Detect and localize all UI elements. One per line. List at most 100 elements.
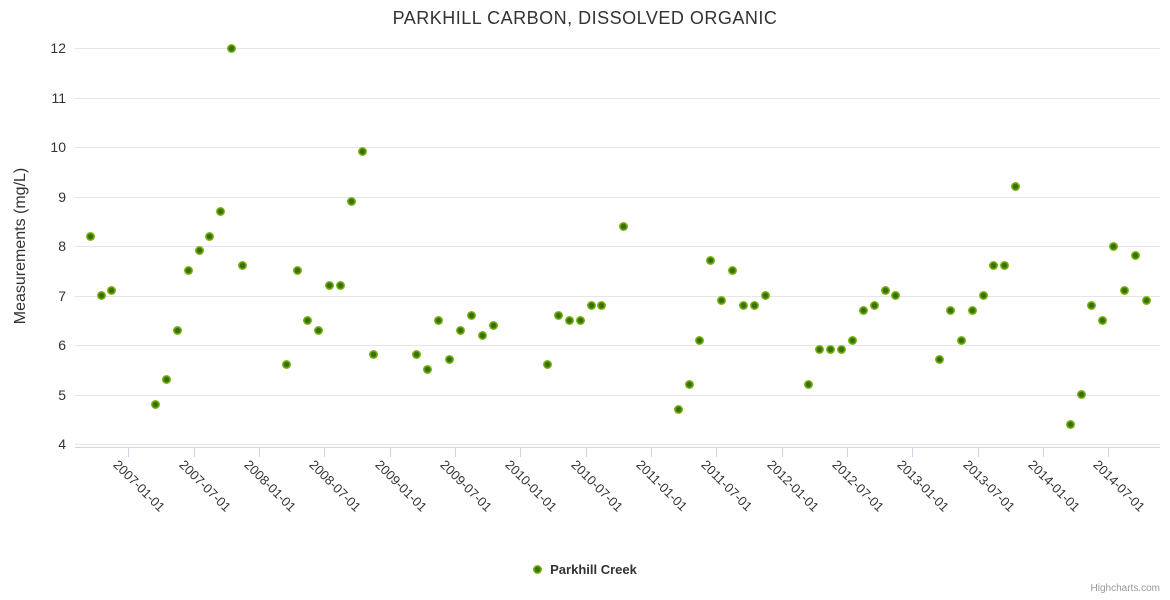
data-point[interactable] xyxy=(445,355,455,365)
data-point[interactable] xyxy=(858,305,868,315)
x-axis-tick-label: 2011-07-01 xyxy=(698,457,756,514)
data-point[interactable] xyxy=(1131,251,1141,261)
x-axis-tick xyxy=(454,447,456,457)
legend-series-label: Parkhill Creek xyxy=(550,562,637,577)
x-axis-tick-label: 2012-07-01 xyxy=(829,457,888,515)
data-point[interactable] xyxy=(368,350,378,360)
data-point[interactable] xyxy=(880,286,890,296)
highcharts-credits-link[interactable]: Highcharts.com xyxy=(1090,583,1160,594)
x-axis-tick-label: 2014-07-01 xyxy=(1090,457,1149,515)
data-point[interactable] xyxy=(1065,419,1075,429)
data-point[interactable] xyxy=(891,291,901,300)
data-point[interactable] xyxy=(978,291,988,300)
data-point[interactable] xyxy=(847,335,857,345)
data-point[interactable] xyxy=(477,330,487,340)
data-point[interactable] xyxy=(357,147,367,157)
data-point[interactable] xyxy=(804,380,814,390)
y-gridline xyxy=(75,444,1160,445)
data-point[interactable] xyxy=(1011,182,1021,192)
data-point[interactable] xyxy=(945,305,955,315)
y-gridline xyxy=(75,295,1160,297)
data-point[interactable] xyxy=(205,231,215,241)
data-point[interactable] xyxy=(85,231,95,241)
data-point[interactable] xyxy=(194,246,204,256)
x-axis-tick xyxy=(977,447,979,457)
data-point[interactable] xyxy=(575,315,585,325)
data-point[interactable] xyxy=(466,310,476,320)
data-point[interactable] xyxy=(281,360,291,370)
data-point[interactable] xyxy=(967,305,977,315)
data-point[interactable] xyxy=(684,380,694,390)
y-gridline xyxy=(75,394,1160,396)
data-point[interactable] xyxy=(869,300,879,310)
data-point[interactable] xyxy=(347,196,357,206)
y-axis-tick-label: 4 xyxy=(58,436,66,452)
data-point[interactable] xyxy=(564,315,574,325)
data-point[interactable] xyxy=(325,281,335,291)
data-point[interactable] xyxy=(1120,286,1130,296)
data-point[interactable] xyxy=(336,281,346,291)
legend-item[interactable]: Parkhill Creek xyxy=(0,562,1170,577)
data-point[interactable] xyxy=(292,266,302,276)
data-point[interactable] xyxy=(815,345,825,355)
data-point[interactable] xyxy=(837,345,847,355)
x-axis-tick-label: 2007-07-01 xyxy=(176,457,234,515)
x-axis-tick xyxy=(324,447,326,457)
data-point[interactable] xyxy=(935,355,945,365)
x-axis-tick-label: 2007-01-01 xyxy=(110,457,169,515)
data-point[interactable] xyxy=(673,404,683,414)
data-point[interactable] xyxy=(151,399,161,409)
data-point[interactable] xyxy=(553,310,563,320)
x-axis-tick xyxy=(912,447,914,457)
data-point[interactable] xyxy=(1087,300,1097,310)
data-point[interactable] xyxy=(1109,241,1119,251)
data-point[interactable] xyxy=(314,325,324,335)
data-point[interactable] xyxy=(543,360,553,370)
data-point[interactable] xyxy=(739,300,749,310)
data-point[interactable] xyxy=(434,315,444,325)
y-axis-tick-label: 5 xyxy=(58,386,66,403)
data-point[interactable] xyxy=(238,261,248,271)
data-point[interactable] xyxy=(1000,261,1010,271)
data-point[interactable] xyxy=(695,335,705,345)
data-point[interactable] xyxy=(989,261,999,271)
data-point[interactable] xyxy=(96,291,106,300)
data-point[interactable] xyxy=(586,300,596,310)
data-point[interactable] xyxy=(172,325,182,335)
x-axis-tick xyxy=(716,447,718,457)
data-point[interactable] xyxy=(107,286,117,296)
data-point[interactable] xyxy=(303,315,313,325)
data-point[interactable] xyxy=(1141,295,1151,305)
y-axis-tick-label: 8 xyxy=(58,238,66,254)
data-point[interactable] xyxy=(717,295,727,305)
data-point[interactable] xyxy=(1076,390,1086,399)
data-point[interactable] xyxy=(619,221,629,231)
data-point[interactable] xyxy=(956,335,966,345)
x-axis-tick xyxy=(389,447,391,457)
x-axis-tick xyxy=(1042,447,1044,457)
data-point[interactable] xyxy=(760,291,770,300)
data-point[interactable] xyxy=(826,345,836,355)
y-gridline xyxy=(75,48,1160,49)
x-axis-tick xyxy=(520,447,522,457)
legend-marker-icon xyxy=(533,565,543,574)
data-point[interactable] xyxy=(749,300,759,310)
chart-title: PARKHILL CARBON, DISSOLVED ORGANIC xyxy=(392,8,778,28)
x-axis-tick-label: 2008-07-01 xyxy=(306,457,365,515)
x-axis-tick xyxy=(781,447,783,457)
x-axis-tick xyxy=(650,447,652,457)
data-point[interactable] xyxy=(227,43,237,53)
data-point[interactable] xyxy=(412,350,422,360)
data-point[interactable] xyxy=(706,256,716,266)
data-point[interactable] xyxy=(161,375,171,385)
data-point[interactable] xyxy=(455,325,465,335)
data-point[interactable] xyxy=(216,206,226,216)
x-axis-tick-label: 2013-01-01 xyxy=(894,457,953,515)
data-point[interactable] xyxy=(728,266,738,276)
x-axis-tick xyxy=(258,447,260,457)
data-point[interactable] xyxy=(183,266,193,276)
data-point[interactable] xyxy=(423,365,433,375)
data-point[interactable] xyxy=(597,300,607,310)
data-point[interactable] xyxy=(488,320,498,330)
data-point[interactable] xyxy=(1098,315,1108,325)
